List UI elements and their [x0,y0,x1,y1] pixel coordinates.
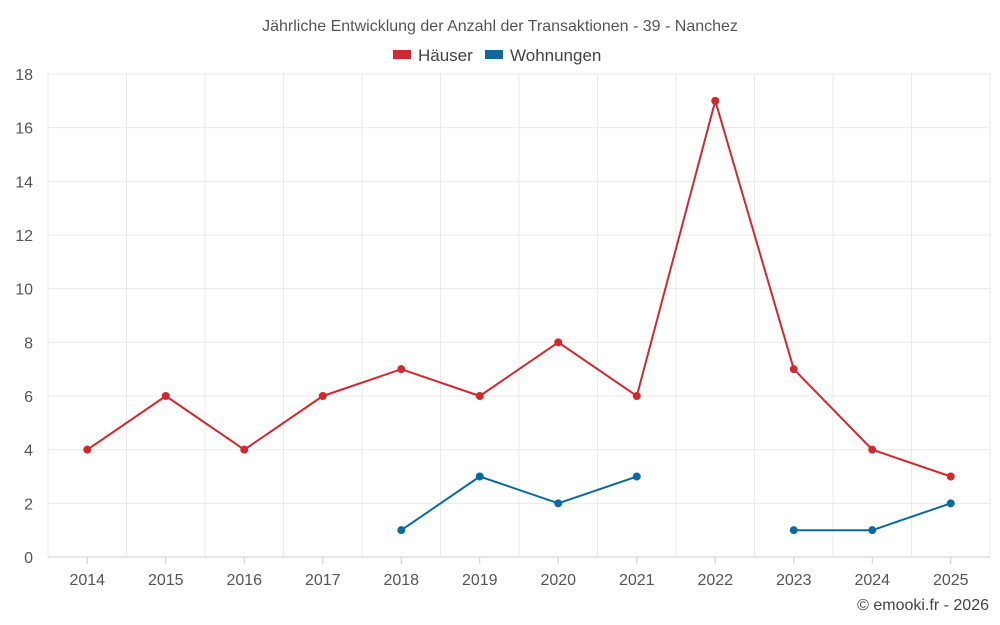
data-point-haeuser[interactable] [868,445,877,454]
legend-label-wohnungen: Wohnungen [510,46,601,65]
legend-swatch-wohnungen [485,50,503,59]
legend: Häuser Wohnungen [393,46,601,65]
data-point-haeuser[interactable] [632,392,641,400]
credit: © emooki.fr - 2026 [857,597,989,614]
data-point-wohnungen[interactable] [632,472,641,481]
x-tick-label: 2014 [69,572,105,589]
x-tick-label: 2023 [776,572,812,589]
x-tick-label: 2022 [697,572,733,589]
data-point-haeuser[interactable] [789,365,798,374]
x-tick-label: 2015 [148,572,184,589]
x-tick-label: 2016 [226,572,262,589]
legend-item-wohnungen[interactable]: Wohnungen [485,46,601,65]
data-point-haeuser[interactable] [83,445,92,454]
data-point-wohnungen[interactable] [397,526,406,535]
y-tick-label: 8 [24,335,33,352]
data-point-wohnungen[interactable] [789,526,798,535]
y-axis: 0 2 4 6 8 10 12 14 16 18 [15,67,33,567]
legend-label-haeuser: Häuser [418,46,473,65]
x-axis: 2014 2015 2016 2017 2018 2019 2020 2021 2022 2023… [48,556,990,589]
x-tick-label: 2017 [305,572,341,589]
data-point-wohnungen[interactable] [946,499,955,508]
data-point-haeuser[interactable] [475,392,484,400]
data-point-haeuser[interactable] [161,392,170,400]
x-tick-label: 2021 [619,572,655,589]
chart-title: Jährliche Entwicklung der Anzahl der Tra… [262,18,738,35]
legend-item-haeuser[interactable]: Häuser [393,46,473,65]
y-tick-label: 16 [15,121,33,138]
data-point-wohnungen[interactable] [475,472,484,481]
data-point-haeuser[interactable] [946,472,955,481]
x-tick-label: 2019 [462,572,498,589]
series-line-haeuser [86,99,952,478]
x-tick-label: 2020 [540,572,576,589]
data-point-haeuser[interactable] [318,392,327,400]
data-point-haeuser[interactable] [554,338,563,347]
series-line-wohnungen [793,502,952,532]
series-line-wohnungen [400,475,638,532]
y-tick-label: 6 [24,389,33,406]
x-tick-label: 2018 [383,572,419,589]
series-haeuser [83,96,955,481]
y-tick-label: 4 [24,443,33,460]
data-point-haeuser[interactable] [240,445,249,454]
y-tick-label: 12 [15,228,33,245]
legend-swatch-haeuser [393,50,411,59]
x-tick-label: 2025 [933,572,969,589]
y-tick-label: 0 [24,550,33,567]
y-tick-label: 14 [15,174,33,191]
y-tick-label: 2 [24,496,33,513]
data-point-wohnungen[interactable] [868,526,877,535]
series-layer [83,96,955,535]
series-wohnungen [397,472,955,535]
y-tick-label: 10 [15,282,33,299]
data-point-haeuser[interactable] [711,96,720,105]
x-tick-label: 2024 [854,572,890,589]
data-point-wohnungen[interactable] [554,499,563,508]
data-point-haeuser[interactable] [397,365,406,374]
y-tick-label: 18 [15,67,33,84]
grid [47,73,991,557]
